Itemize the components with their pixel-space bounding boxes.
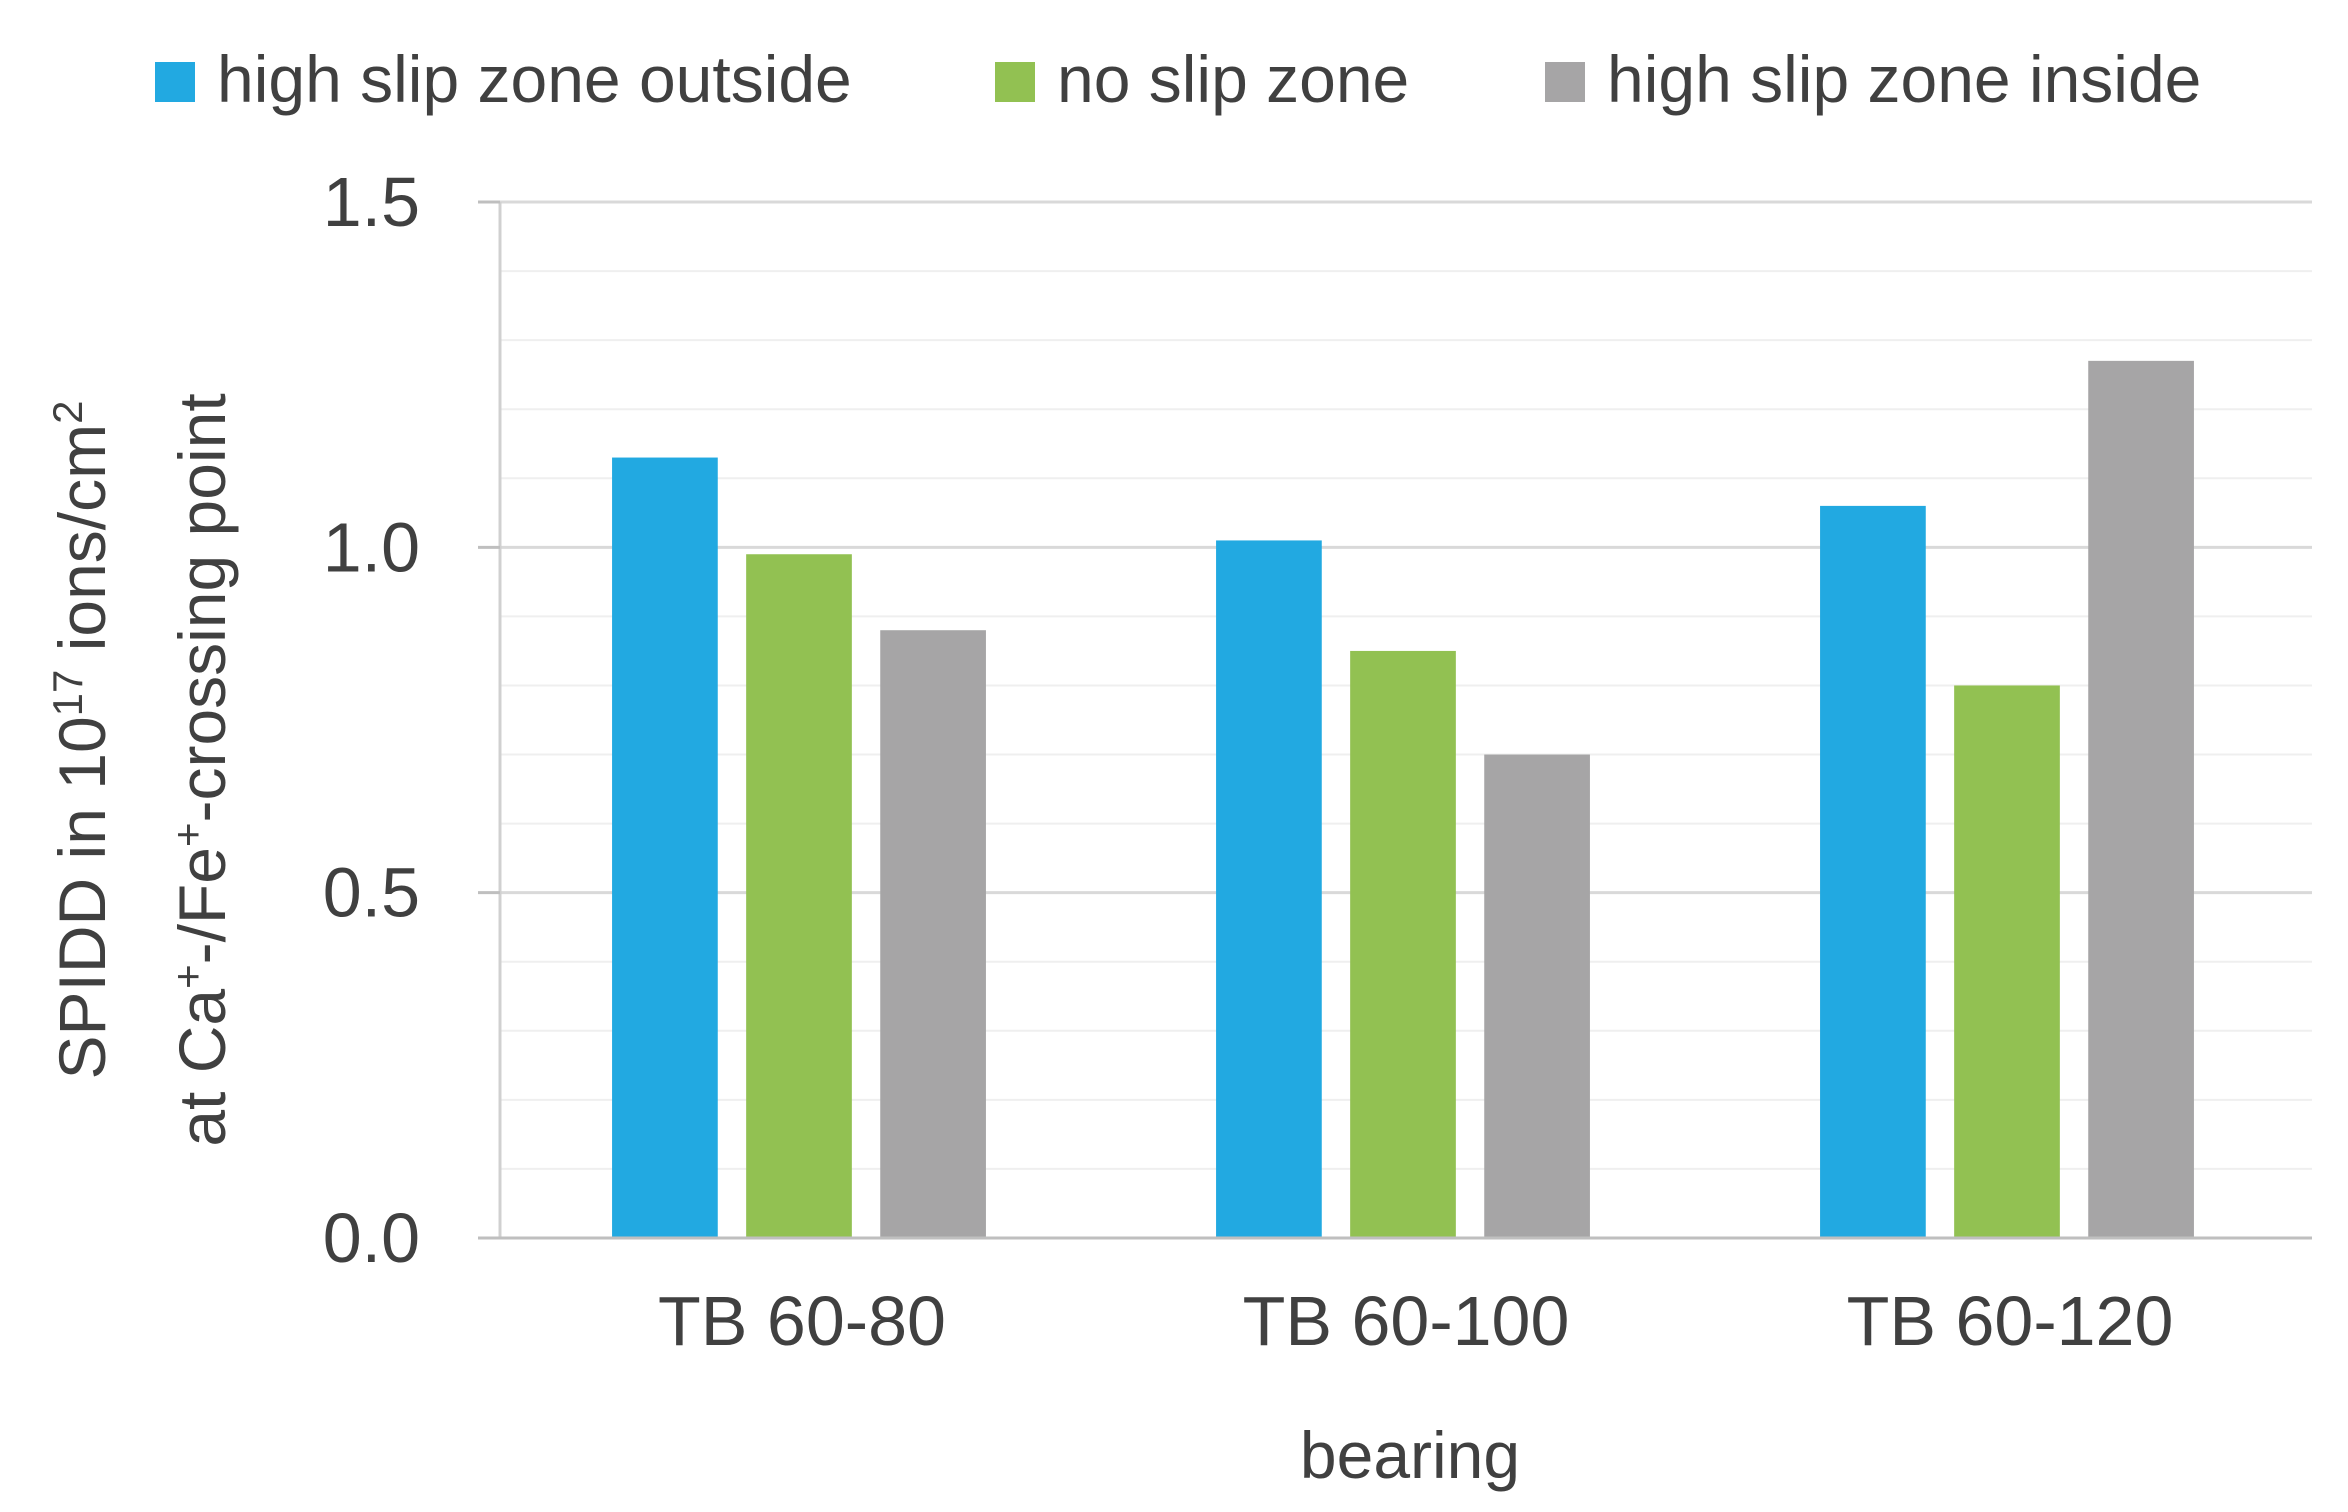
y-axis-title-line2: at Ca+-/Fe+-crossing point: [164, 393, 240, 1146]
bar-no-slip-zone-0: [746, 554, 852, 1238]
x-tick-label: TB 60-120: [1847, 1282, 2174, 1360]
axis-labels: bearing SPIDD in 1017 ions/cm2 at Ca+-/Fe…: [44, 393, 1521, 1492]
y-axis-title-line1: SPIDD in 1017 ions/cm2: [44, 401, 120, 1080]
bars: [612, 360, 2194, 1239]
bar-no-slip-zone-1: [1350, 650, 1456, 1238]
bar-high-slip-zone-outside-2: [1820, 505, 1926, 1239]
axes: 0.0 0.5 1.0 1.5 TB 60-80 TB 60-100 TB 60-120: [323, 163, 2312, 1360]
legend-label: high slip zone outside: [217, 42, 852, 116]
y-tick-label: 1.5: [323, 163, 420, 241]
y-axis-title: SPIDD in 1017 ions/cm2 at Ca+-/Fe+-crossi…: [44, 393, 240, 1146]
bar-no-slip-zone-2: [1954, 685, 2060, 1238]
y-tick-label: 0.5: [323, 854, 420, 932]
x-tick-label: TB 60-80: [658, 1282, 946, 1360]
x-tick-label: TB 60-100: [1243, 1282, 1570, 1360]
bar-high-slip-zone-inside-1: [1484, 754, 1590, 1238]
bar-high-slip-zone-outside-1: [1216, 540, 1322, 1238]
legend: high slip zone outside no slip zone high s…: [155, 42, 2201, 116]
legend-label: no slip zone: [1057, 42, 1409, 116]
bar-high-slip-zone-outside-0: [612, 457, 718, 1239]
legend-label: high slip zone inside: [1607, 42, 2201, 116]
legend-swatch: [155, 62, 195, 102]
bar-high-slip-zone-inside-0: [880, 630, 986, 1238]
legend-swatch: [1545, 62, 1585, 102]
bar-high-slip-zone-inside-2: [2088, 360, 2194, 1238]
legend-swatch: [995, 62, 1035, 102]
y-tick-label: 1.0: [323, 508, 420, 586]
x-axis-title: bearing: [1300, 1418, 1520, 1492]
y-tick-label: 0.0: [323, 1199, 420, 1277]
